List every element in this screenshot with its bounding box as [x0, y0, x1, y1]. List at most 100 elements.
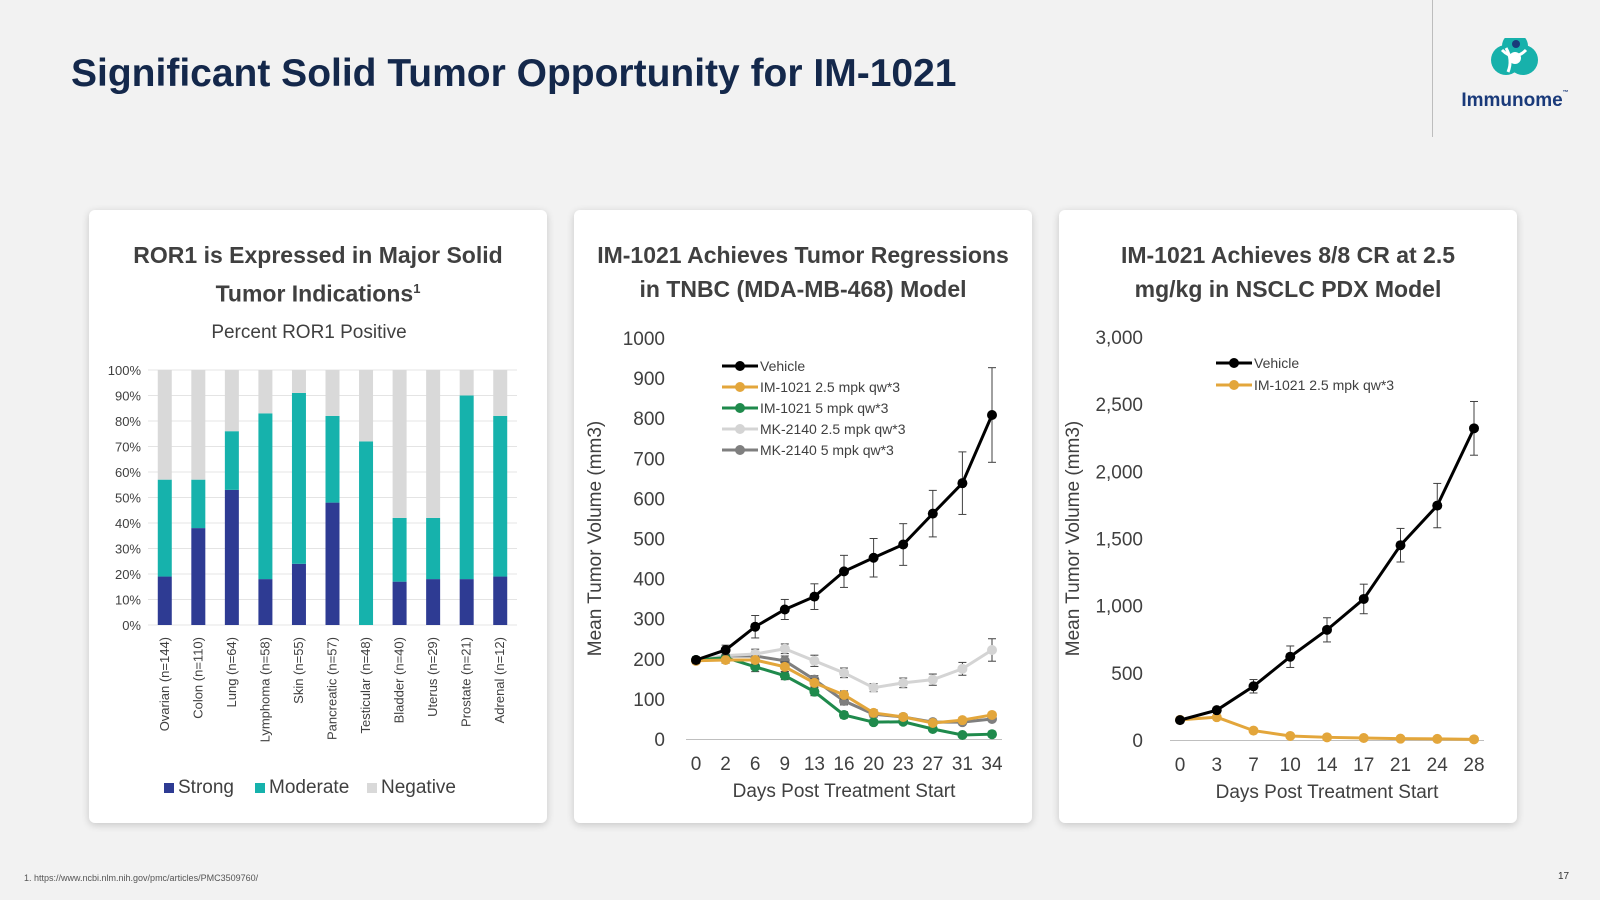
bar-segment-strong	[392, 581, 407, 625]
x-tick-label: 7	[1248, 755, 1259, 776]
data-point	[779, 670, 790, 681]
legend-marker	[1229, 358, 1239, 368]
y-tick-label: 60%	[115, 465, 141, 480]
bar-segment-moderate	[359, 441, 374, 625]
data-point	[839, 566, 849, 577]
bar-segment-strong	[291, 563, 306, 625]
y-axis-label: Mean Tumor Volume (mm3)	[1063, 421, 1084, 656]
bar-segment-negative	[191, 370, 206, 480]
bar-segment-strong	[258, 579, 273, 625]
data-point	[1248, 725, 1259, 736]
legend-swatch	[255, 783, 265, 793]
panel-title: ROR1 is Expressed in Major Solid Tumor I…	[133, 242, 503, 307]
y-tick-label: 1000	[623, 329, 665, 350]
data-point	[1469, 423, 1479, 434]
x-tick-label: 3	[1211, 755, 1222, 776]
data-point	[691, 655, 701, 666]
data-point	[1211, 712, 1222, 723]
x-tick-label: Colon (n=110)	[190, 637, 205, 719]
data-point	[987, 644, 997, 655]
data-point	[868, 552, 879, 563]
x-axis-label: Days Post Treatment Start	[1216, 782, 1440, 803]
data-point	[1358, 732, 1369, 743]
y-tick-label: 1,000	[1095, 597, 1143, 618]
data-point	[779, 604, 790, 615]
footnote: 1. https://www.ncbi.nlm.nih.gov/pmc/arti…	[24, 873, 259, 883]
bar-segment-strong	[426, 579, 441, 625]
x-tick-label: 10	[1280, 755, 1301, 776]
legend-marker	[735, 445, 745, 455]
x-tick-label: 24	[1427, 755, 1449, 776]
bar-segment-negative	[493, 370, 508, 416]
data-point	[957, 715, 968, 726]
data-point	[839, 709, 849, 720]
y-tick-label: 90%	[115, 389, 141, 404]
data-point	[1395, 540, 1406, 551]
ror1-stacked-bar-chart: Percent ROR1 Positive 0% 10% 20% 30% 40% 50% 60…	[108, 322, 517, 798]
legend-label: IM-1021 5 mpk qw*3	[760, 400, 889, 416]
data-point	[779, 661, 790, 672]
legend-marker	[735, 403, 745, 413]
bar-segment-moderate	[325, 415, 340, 503]
data-point	[1285, 651, 1296, 662]
data-point	[809, 591, 820, 602]
data-point	[868, 682, 879, 693]
x-tick-label: 27	[922, 754, 943, 775]
bar-segment-strong	[157, 576, 172, 625]
x-tick-label: Ovarian (n=144)	[157, 637, 172, 731]
y-tick-label: 40%	[115, 516, 141, 531]
data-point	[1175, 715, 1185, 726]
x-tick-label: 23	[893, 754, 914, 775]
data-point	[750, 621, 761, 632]
legend-label: IM-1021 2.5 mpk qw*3	[1254, 377, 1394, 393]
legend-label: Moderate	[269, 777, 349, 798]
y-tick-label: 500	[633, 530, 665, 551]
y-tick-label: 500	[1111, 664, 1143, 685]
bar-segment-moderate	[258, 413, 273, 580]
legend-marker	[1229, 380, 1239, 390]
y-tick-label: 900	[633, 369, 665, 390]
data-point	[987, 729, 997, 740]
triskelion-icon	[1491, 33, 1538, 75]
legend-marker	[735, 424, 745, 434]
y-tick-label: 20%	[115, 567, 141, 582]
legend-label: Negative	[381, 777, 456, 798]
bar-segment-strong	[459, 579, 474, 625]
y-tick-label: 600	[633, 489, 665, 510]
y-tick-label: 1,500	[1095, 530, 1143, 551]
legend-swatch	[367, 783, 377, 793]
x-tick-label: Testicular (n=48)	[358, 637, 373, 733]
legend-swatch	[164, 783, 174, 793]
bar-segment-negative	[426, 370, 441, 518]
legend-marker	[735, 382, 745, 392]
data-point	[927, 717, 938, 728]
bar-segment-moderate	[291, 392, 306, 564]
legend-label: MK-2140 5 mpk qw*3	[760, 442, 894, 458]
x-tick-label: 20	[863, 754, 884, 775]
data-point	[927, 508, 938, 519]
y-tick-label: 2,000	[1095, 462, 1143, 483]
data-point	[720, 655, 731, 666]
bar-segment-moderate	[459, 395, 474, 580]
x-tick-label: 9	[780, 754, 791, 775]
data-point	[1395, 733, 1406, 744]
x-tick-label: 34	[981, 754, 1003, 775]
x-tick-label: Lymphoma (n=58)	[257, 637, 272, 742]
data-point	[1432, 733, 1443, 744]
data-point	[868, 707, 879, 718]
data-point	[898, 539, 909, 550]
bar-segment-negative	[325, 370, 340, 416]
y-tick-label: 0	[1132, 731, 1143, 752]
bar-segment-negative	[258, 370, 273, 414]
y-tick-label: 70%	[115, 440, 141, 455]
x-tick-label: Prostate (n=21)	[459, 637, 474, 727]
bar-segment-strong	[325, 502, 340, 625]
y-tick-label: 80%	[115, 414, 141, 429]
data-point	[1322, 624, 1332, 635]
bar-segment-negative	[359, 370, 374, 442]
data-point	[957, 663, 968, 674]
data-point	[809, 677, 820, 688]
data-point	[839, 667, 849, 678]
y-tick-label: 800	[633, 409, 665, 430]
bar-segment-moderate	[426, 517, 441, 580]
